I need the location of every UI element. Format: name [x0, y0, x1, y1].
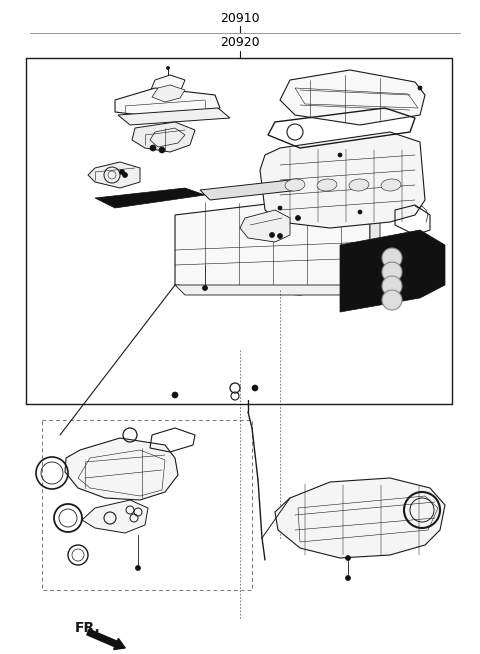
Polygon shape [280, 70, 425, 125]
Circle shape [382, 290, 402, 310]
Circle shape [382, 262, 402, 282]
Circle shape [269, 233, 275, 237]
FancyArrow shape [87, 629, 125, 649]
Polygon shape [150, 75, 185, 97]
Polygon shape [115, 88, 220, 120]
Polygon shape [132, 122, 195, 152]
Polygon shape [370, 210, 380, 295]
Circle shape [382, 276, 402, 296]
Polygon shape [175, 285, 380, 295]
Polygon shape [95, 188, 205, 208]
Circle shape [167, 67, 169, 69]
Circle shape [296, 216, 300, 220]
Circle shape [418, 86, 422, 90]
Circle shape [159, 147, 165, 153]
Circle shape [277, 233, 283, 239]
Polygon shape [175, 200, 370, 295]
Polygon shape [88, 162, 140, 188]
Text: 20910: 20910 [220, 12, 260, 24]
Circle shape [150, 145, 156, 151]
Text: 20920: 20920 [220, 35, 260, 48]
Ellipse shape [285, 179, 305, 191]
Circle shape [278, 206, 282, 210]
Polygon shape [118, 108, 230, 125]
Polygon shape [82, 500, 148, 533]
Circle shape [346, 279, 350, 284]
Polygon shape [275, 478, 445, 558]
Circle shape [346, 576, 350, 581]
Ellipse shape [317, 179, 337, 191]
Circle shape [172, 392, 178, 398]
Polygon shape [260, 132, 425, 228]
Circle shape [135, 566, 141, 570]
Polygon shape [65, 438, 178, 500]
Circle shape [122, 173, 128, 177]
Text: FR.: FR. [75, 621, 101, 635]
Circle shape [203, 286, 207, 290]
Circle shape [382, 248, 402, 268]
Circle shape [346, 555, 350, 560]
Circle shape [120, 169, 124, 175]
Polygon shape [240, 210, 290, 242]
Ellipse shape [381, 179, 401, 191]
Polygon shape [152, 85, 185, 102]
Ellipse shape [349, 179, 369, 191]
Polygon shape [340, 230, 445, 312]
Circle shape [252, 385, 258, 391]
Polygon shape [200, 180, 300, 200]
Circle shape [338, 153, 342, 157]
Circle shape [358, 210, 362, 214]
